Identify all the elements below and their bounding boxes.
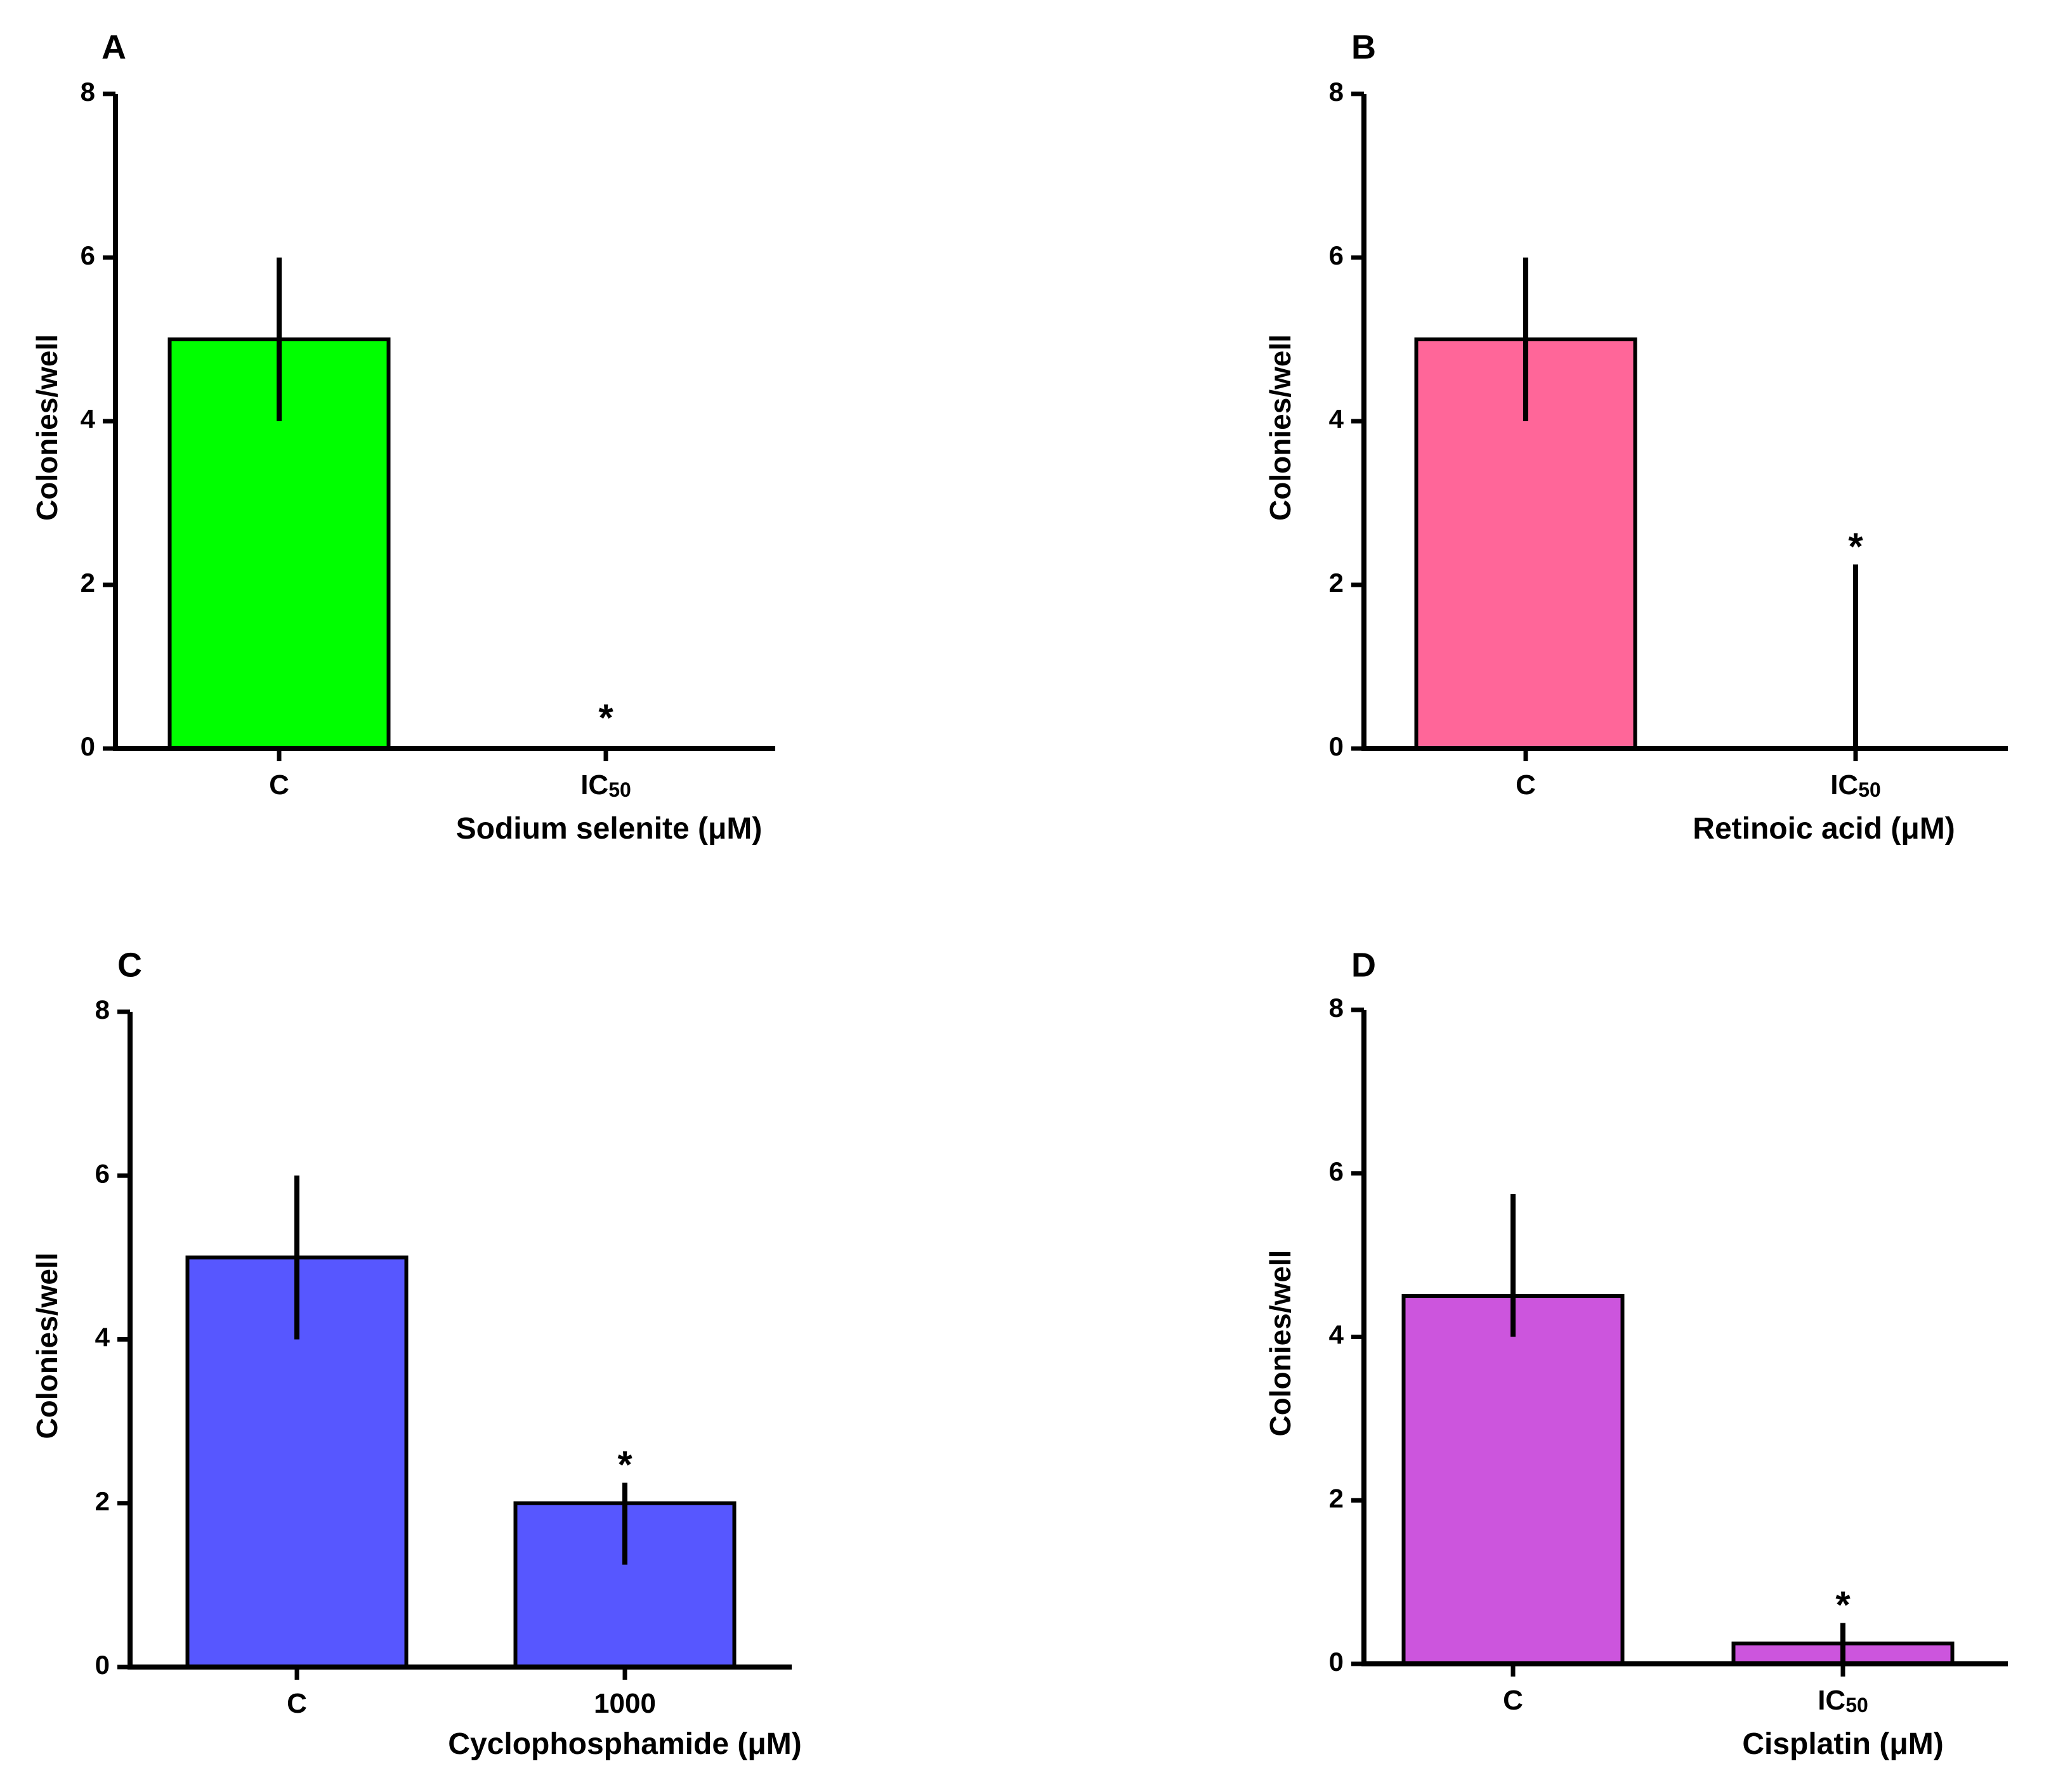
chart-panel-d: D 0 2 4 6 8 Colonies/well * C IC50 Cisplatin (μM) bbox=[1264, 946, 2008, 1761]
x-tick-label-subscript: 50 bbox=[608, 778, 631, 801]
y-tick-label: 0 bbox=[81, 731, 95, 761]
y-tick-label: 8 bbox=[1329, 993, 1344, 1023]
x-tick-label: C bbox=[1503, 1685, 1523, 1716]
y-axis-label: Colonies/well bbox=[1264, 334, 1297, 521]
x-tick-label-subscript: 50 bbox=[1845, 1694, 1868, 1717]
y-tick-label: 8 bbox=[81, 77, 95, 107]
x-tick-label: IC50 bbox=[1818, 1685, 1868, 1717]
x-tick-label-main: IC bbox=[1818, 1685, 1845, 1716]
y-tick-label: 0 bbox=[1329, 731, 1344, 761]
x-axis-label: Cyclophosphamide (μM) bbox=[448, 1727, 801, 1761]
y-axis-label: Colonies/well bbox=[1264, 1250, 1297, 1437]
y-tick-label: 6 bbox=[95, 1158, 110, 1188]
y-tick-label: 6 bbox=[1329, 240, 1344, 270]
y-tick-label: 0 bbox=[1329, 1647, 1344, 1677]
y-tick-label: 6 bbox=[81, 240, 95, 270]
x-tick-label: C bbox=[269, 769, 289, 801]
x-tick-label: 1000 bbox=[594, 1688, 656, 1719]
x-axis-label: Sodium selenite (μM) bbox=[456, 812, 763, 846]
panel-label: D bbox=[1351, 946, 1376, 984]
y-tick-label: 2 bbox=[1329, 1483, 1344, 1513]
y-axis-label: Colonies/well bbox=[30, 334, 63, 521]
y-tick-label: 2 bbox=[95, 1486, 110, 1516]
significance-marker: * bbox=[1835, 1584, 1851, 1626]
y-tick-label: 2 bbox=[81, 568, 95, 598]
x-tick-label-main: C bbox=[1503, 1685, 1523, 1716]
significance-marker: * bbox=[1848, 525, 1863, 568]
chart-panel-b: B 0 2 4 6 8 Colonies/well * C IC50 Retinoic acid (… bbox=[1264, 28, 2008, 846]
y-axis-label: Colonies/well bbox=[30, 1253, 63, 1439]
x-tick-label-main: IC bbox=[1830, 769, 1858, 801]
x-axis-label: Cisplatin (μM) bbox=[1742, 1727, 1943, 1761]
y-tick-label: 8 bbox=[95, 995, 110, 1024]
x-tick-label: IC50 bbox=[580, 769, 631, 801]
x-tick-label-main: IC bbox=[580, 769, 608, 801]
panel-label: C bbox=[117, 946, 142, 984]
significance-marker: * bbox=[598, 697, 613, 739]
chart-panel-a: A 0 2 4 6 8 Colonies/well * C IC50 Sodium selenite… bbox=[30, 28, 775, 846]
y-tick-label: 4 bbox=[1329, 404, 1344, 434]
y-tick-label: 6 bbox=[1329, 1156, 1344, 1186]
panel-label: B bbox=[1351, 28, 1376, 66]
y-tick-label: 4 bbox=[95, 1323, 110, 1352]
x-axis-label: Retinoic acid (μM) bbox=[1693, 812, 1955, 846]
x-tick-label: C bbox=[287, 1688, 307, 1719]
x-tick-label: IC50 bbox=[1830, 769, 1881, 801]
y-tick-label: 4 bbox=[81, 404, 96, 434]
x-tick-label-main: 1000 bbox=[594, 1688, 656, 1719]
significance-marker: * bbox=[617, 1443, 632, 1486]
y-tick-label: 4 bbox=[1329, 1320, 1344, 1350]
y-tick-label: 0 bbox=[95, 1650, 110, 1680]
x-tick-label-main: C bbox=[287, 1688, 307, 1719]
bar-c bbox=[1401, 1294, 1625, 1666]
x-tick-label-main: C bbox=[1516, 769, 1536, 801]
x-tick-label-subscript: 50 bbox=[1858, 778, 1881, 801]
x-tick-label: C bbox=[1516, 769, 1536, 801]
y-tick-label: 2 bbox=[1329, 568, 1344, 598]
panel-label: A bbox=[102, 28, 126, 66]
y-tick-label: 8 bbox=[1329, 77, 1344, 107]
chart-panel-c: C 0 2 4 6 8 Colonies/well * C 1000 Cyclophosphamid… bbox=[30, 946, 802, 1761]
x-tick-label-main: C bbox=[269, 769, 289, 801]
